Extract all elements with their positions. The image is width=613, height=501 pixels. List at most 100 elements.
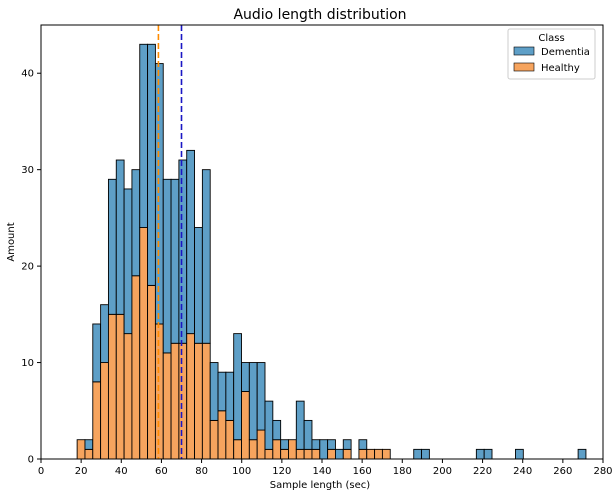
bar-dementia — [100, 304, 109, 364]
bar-healthy — [256, 429, 266, 460]
x-tick-label: 260 — [553, 466, 572, 477]
bar-healthy — [186, 333, 195, 460]
bar-dementia — [186, 149, 195, 335]
bar-healthy — [272, 439, 282, 460]
y-tick-label: 20 — [21, 262, 34, 273]
bar-dementia — [194, 227, 203, 344]
x-tick-label: 80 — [195, 466, 208, 477]
x-tick-label: 200 — [433, 466, 452, 477]
bar-dementia — [303, 419, 313, 450]
x-tick-label: 60 — [155, 466, 168, 477]
bar-healthy — [311, 448, 321, 460]
bar-dementia — [201, 169, 211, 344]
bar-healthy — [201, 342, 211, 460]
bar-healthy — [248, 439, 258, 460]
bar-dementia — [342, 439, 352, 450]
bar-healthy — [241, 391, 250, 460]
legend-swatch-healthy — [513, 62, 535, 72]
bar-dementia — [264, 400, 274, 450]
bar-dementia — [115, 159, 125, 315]
bar-healthy — [280, 448, 289, 460]
x-tick-label: 0 — [38, 466, 44, 477]
bar-healthy — [366, 448, 376, 460]
bar-healthy — [147, 284, 156, 460]
bar-healthy — [264, 448, 274, 460]
bar-dementia — [241, 362, 250, 392]
bar-dementia — [92, 323, 102, 383]
bar-healthy — [225, 419, 235, 460]
bar-healthy — [107, 313, 117, 460]
bar-dementia — [170, 178, 180, 344]
bar-dementia — [413, 448, 423, 460]
y-tick-label: 0 — [28, 455, 34, 466]
bar-healthy — [84, 448, 94, 460]
bar-dementia — [272, 419, 282, 441]
bar-dementia — [319, 439, 329, 460]
bar-dementia — [107, 178, 117, 315]
bar-dementia — [162, 178, 172, 354]
x-tick-label: 100 — [232, 466, 251, 477]
bar-healthy — [170, 342, 180, 460]
y-tick-label: 30 — [21, 165, 34, 176]
bar-healthy — [233, 439, 242, 460]
bar-dementia — [311, 439, 321, 450]
legend-title: Class — [538, 33, 564, 44]
bar-dementia — [217, 371, 227, 412]
bar-healthy — [358, 448, 368, 460]
bar-healthy — [154, 323, 164, 460]
legend-label-healthy: Healthy — [541, 63, 580, 74]
bar-dementia — [280, 439, 289, 450]
bar-healthy — [327, 448, 336, 460]
bar-dementia — [178, 159, 188, 344]
chart-title: Audio length distribution — [233, 7, 406, 23]
bar-dementia — [147, 43, 156, 286]
bar-healthy — [374, 448, 383, 460]
bar-dementia — [483, 448, 493, 460]
bar-healthy — [178, 342, 188, 460]
bar-healthy — [131, 275, 141, 460]
x-tick-label: 20 — [75, 466, 88, 477]
bar-healthy — [194, 342, 203, 460]
bar-healthy — [288, 439, 297, 460]
bar-healthy — [139, 227, 149, 460]
axes-group: 0 20 40 60 80 100 120 140 160 180 200 220 240 260 280 0… — [21, 24, 613, 477]
y-tick-label: 40 — [21, 69, 34, 80]
bar-dementia — [295, 400, 305, 450]
x-tick-label: 120 — [272, 466, 291, 477]
bar-healthy — [303, 448, 313, 460]
x-tick-label: 140 — [312, 466, 331, 477]
bar-healthy — [76, 439, 86, 460]
legend-label-dementia: Dementia — [541, 47, 590, 58]
bar-dementia — [123, 188, 133, 335]
bar-dementia — [334, 448, 344, 460]
bar-healthy — [162, 352, 172, 460]
bar-healthy — [342, 448, 352, 460]
x-tick-label: 160 — [353, 466, 372, 477]
x-tick-label: 280 — [593, 466, 612, 477]
bars-group — [76, 43, 587, 460]
bar-dementia — [475, 448, 485, 460]
bar-dementia — [358, 439, 368, 450]
bar-dementia — [139, 43, 149, 228]
bar-dementia — [84, 439, 94, 450]
bar-healthy — [209, 419, 219, 460]
legend-swatch-dementia — [513, 46, 535, 56]
y-axis-label: Amount — [6, 222, 17, 261]
bar-dementia — [421, 448, 430, 460]
bar-dementia — [248, 362, 258, 441]
bar-healthy — [92, 381, 102, 460]
x-axis-label: Sample length (sec) — [270, 480, 370, 491]
bar-dementia — [256, 362, 266, 431]
x-tick-label: 180 — [393, 466, 412, 477]
x-tick-label: 40 — [115, 466, 128, 477]
bar-healthy — [381, 448, 391, 460]
bar-healthy — [100, 362, 109, 460]
bar-dementia — [233, 333, 242, 441]
y-tick-label: 10 — [21, 358, 34, 369]
x-tick-label: 220 — [473, 466, 492, 477]
bar-dementia — [327, 439, 336, 450]
x-tick-label: 240 — [513, 466, 532, 477]
bar-healthy — [295, 448, 305, 460]
